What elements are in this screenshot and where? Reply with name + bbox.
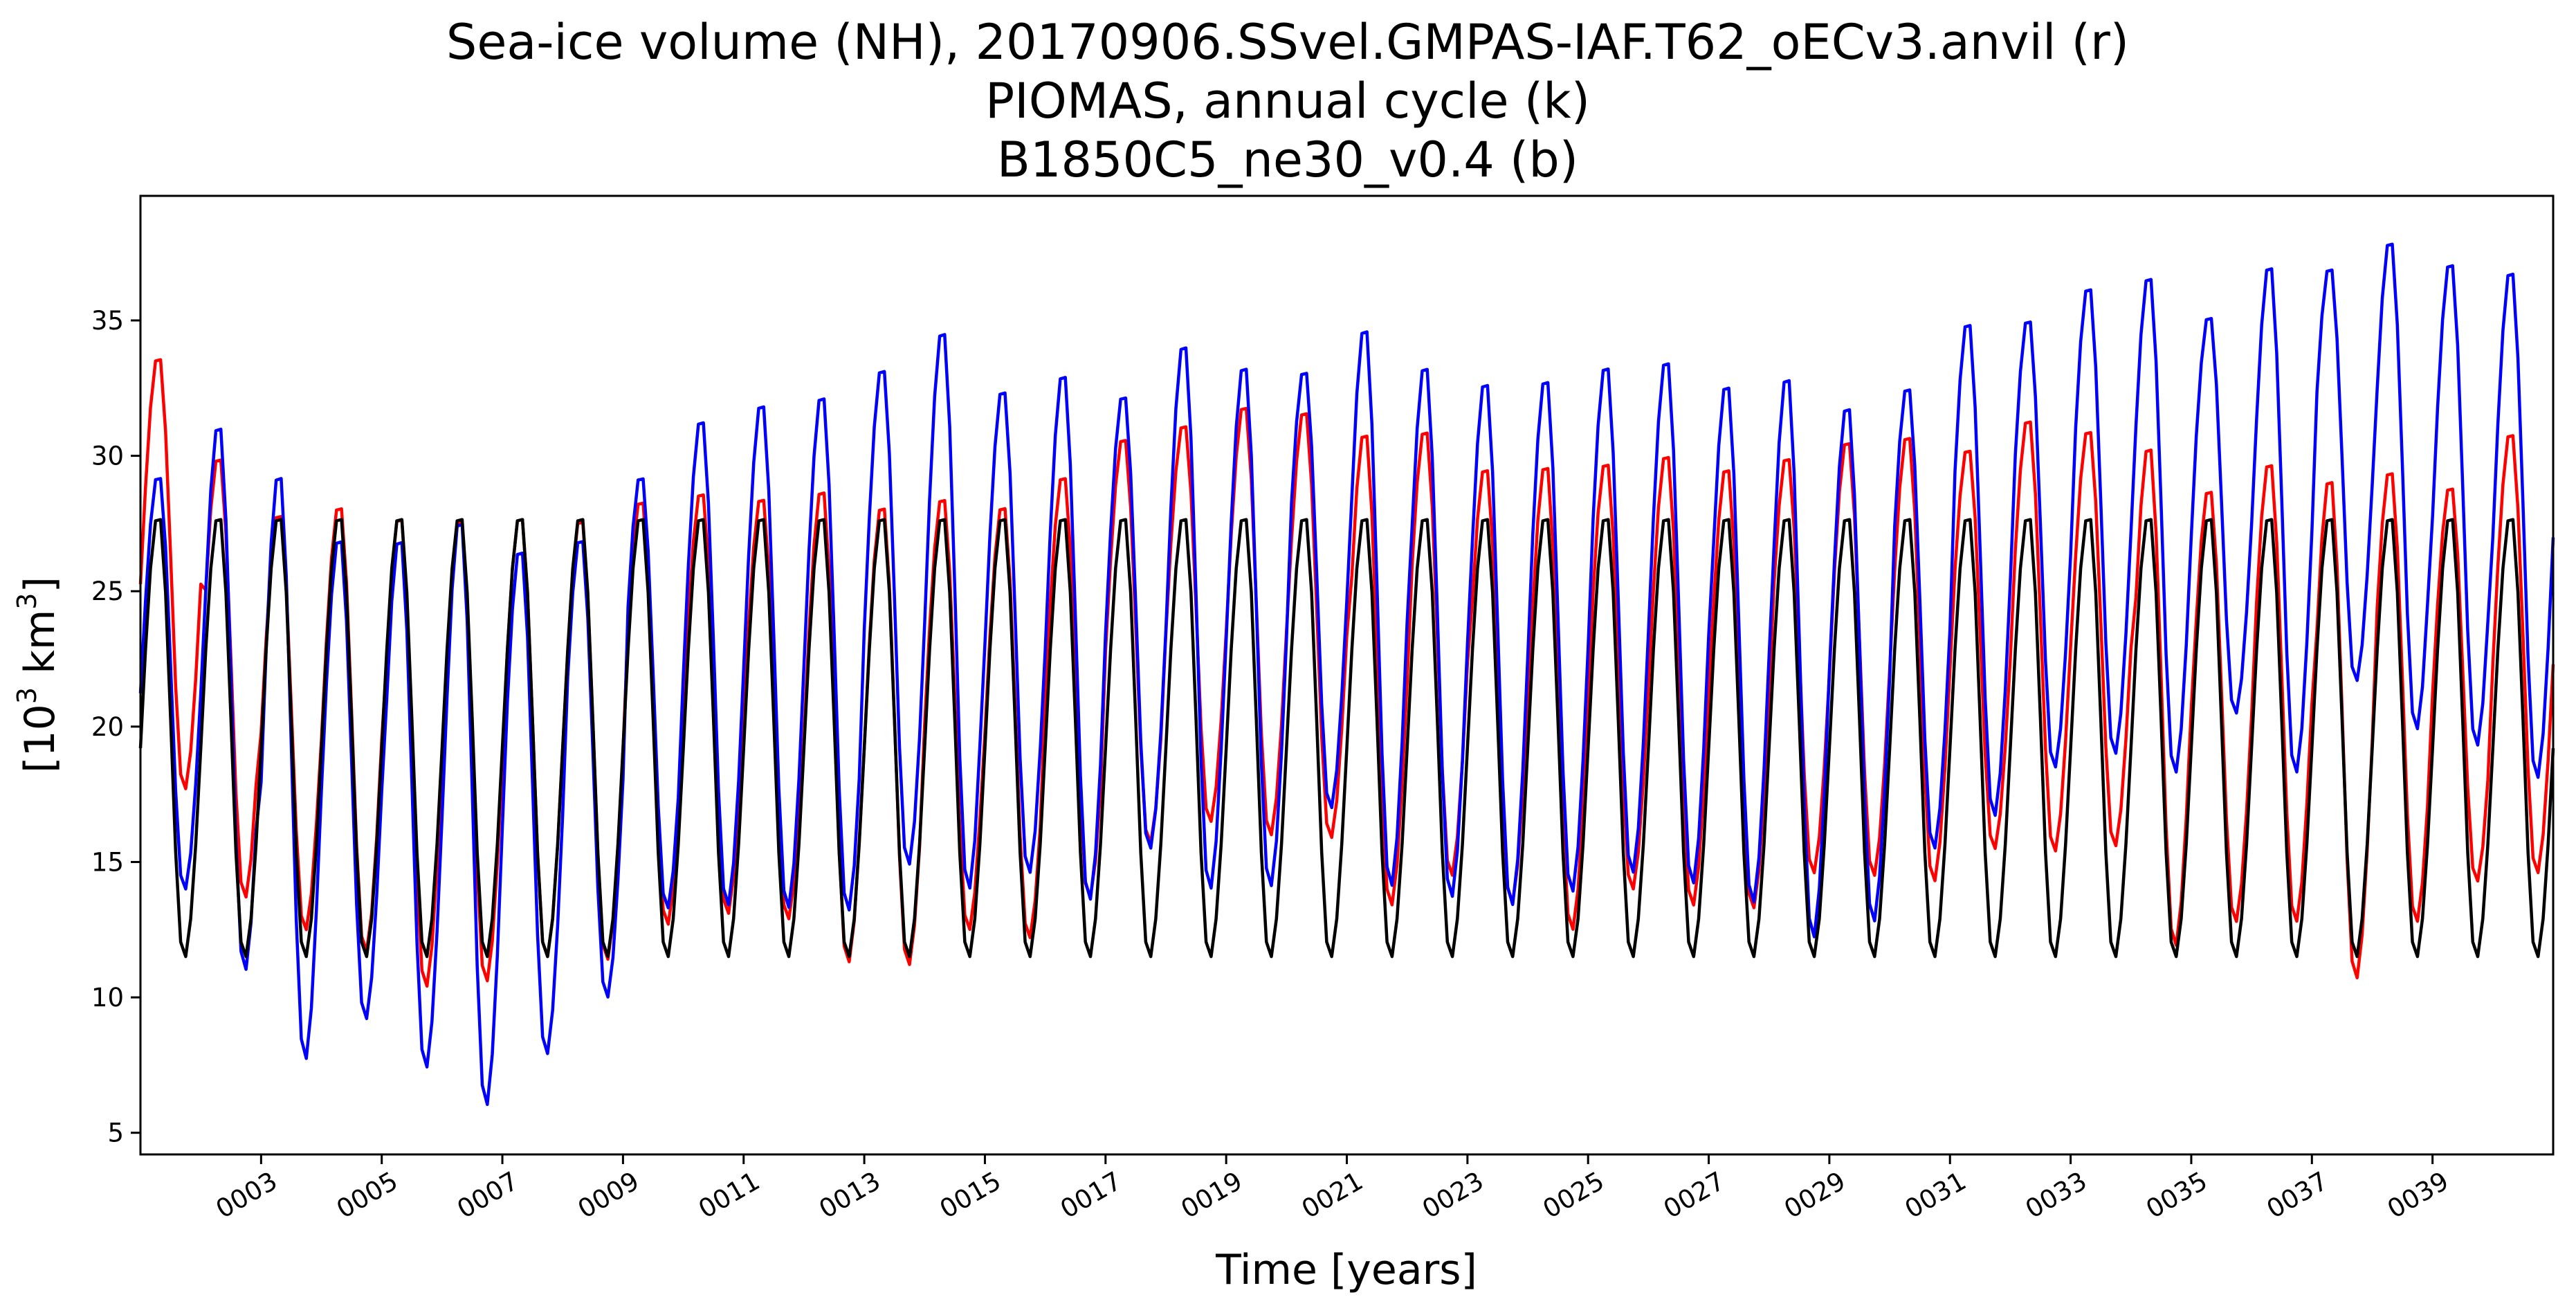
- x-tick-label: 0025: [1538, 1166, 1609, 1224]
- x-tick-label: 0007: [452, 1166, 523, 1224]
- x-tick-label: 0029: [1779, 1166, 1850, 1224]
- y-tick-label: 30: [91, 442, 124, 471]
- y-axis-label: [103 km3]: [12, 577, 64, 773]
- x-tick-label: 0009: [573, 1166, 644, 1224]
- y-tick-label: 10: [91, 983, 124, 1013]
- x-tick-label: 0021: [1297, 1166, 1368, 1224]
- chart-title-line-3: B1850C5_ne30_v0.4 (b): [997, 132, 1578, 188]
- y-axis-label-exponent-1: 3: [12, 687, 42, 704]
- chart-title-line-2: PIOMAS, annual cycle (k): [985, 73, 1590, 129]
- x-tick-label: 0011: [693, 1166, 765, 1224]
- x-tick-label: 0037: [2262, 1166, 2333, 1224]
- x-tick-label: 0039: [2382, 1166, 2454, 1224]
- x-axis-label: Time [years]: [1215, 1246, 1477, 1294]
- x-tick-label: 0013: [814, 1166, 886, 1224]
- chart-title-line-1: Sea-ice volume (NH), 20170906.SSvel.GMPA…: [446, 14, 2129, 71]
- x-tick-label: 0023: [1417, 1166, 1488, 1224]
- y-axis-label-base: [10: [16, 704, 64, 773]
- y-axis-label-close: ]: [16, 577, 64, 592]
- y-tick-label: 15: [91, 847, 124, 877]
- x-tick-label: 0003: [211, 1166, 282, 1224]
- y-tick-label: 35: [91, 306, 124, 336]
- y-tick-label: 5: [107, 1118, 124, 1148]
- series-layer: [138, 242, 2555, 1107]
- x-tick-label: 0031: [1900, 1166, 1971, 1224]
- chart-title: Sea-ice volume (NH), 20170906.SSvel.GMPA…: [446, 14, 2129, 188]
- y-axis-ticks: 5 10 15 20 25 30 35: [91, 306, 140, 1148]
- y-axis-label-exponent-2: 3: [12, 593, 42, 610]
- x-tick-label: 0015: [935, 1166, 1006, 1224]
- x-tick-label: 0005: [331, 1166, 403, 1224]
- series-line-piomas-k: [138, 518, 2555, 959]
- series-line-model-r: [138, 358, 2555, 988]
- y-tick-label: 25: [91, 577, 124, 606]
- x-tick-label: 0033: [2020, 1166, 2092, 1224]
- y-axis-label-unit: km: [16, 610, 64, 687]
- x-tick-label: 0035: [2141, 1166, 2212, 1224]
- x-tick-label: 0027: [1659, 1166, 1730, 1224]
- plot-frame: [139, 194, 2555, 1156]
- x-tick-label: 0017: [1055, 1166, 1126, 1224]
- series-line-b1850-b: [138, 242, 2555, 1107]
- y-tick-label: 20: [91, 712, 124, 742]
- x-tick-label: 0019: [1176, 1166, 1248, 1224]
- x-axis-ticks: 0003 0005 0007 0009 0011 0013 0015 0017 0019 0021…: [211, 1154, 2454, 1224]
